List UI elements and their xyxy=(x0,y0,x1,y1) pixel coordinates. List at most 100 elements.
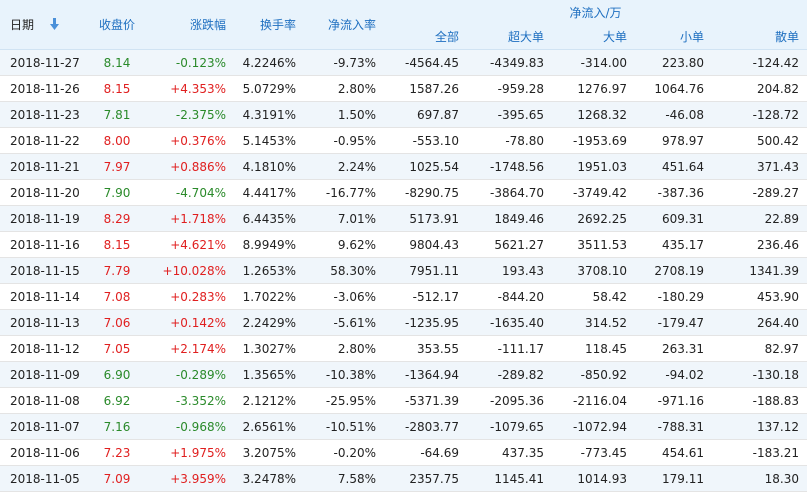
date-cell: 2018-11-07 xyxy=(0,413,88,440)
net-retail-cell: 1341.39 xyxy=(712,257,807,284)
table-row: 2018-11-13 7.06 +0.142% 2.2429% -5.61% -1235.… xyxy=(0,309,807,336)
net-small-cell: -387.36 xyxy=(635,179,712,206)
net-xl-cell: -111.17 xyxy=(467,335,552,362)
net-rate-cell: -5.61% xyxy=(304,309,384,336)
change-cell: -0.968% xyxy=(146,413,234,440)
turnover-cell: 5.1453% xyxy=(234,127,304,154)
net-large-cell: -314.00 xyxy=(552,49,635,76)
turnover-cell: 4.2246% xyxy=(234,49,304,76)
net-xl-cell: -1079.65 xyxy=(467,413,552,440)
header-turnover[interactable]: 换手率 xyxy=(234,0,304,50)
net-large-cell: -773.45 xyxy=(552,439,635,466)
net-large-cell: -1953.69 xyxy=(552,127,635,154)
table-row: 2018-11-14 7.08 +0.283% 1.7022% -3.06% -512.1… xyxy=(0,283,807,310)
change-cell: -4.704% xyxy=(146,179,234,206)
table-row: 2018-11-22 8.00 +0.376% 5.1453% -0.95% -553.1… xyxy=(0,127,807,154)
close-cell: 8.29 xyxy=(88,205,146,232)
header-change[interactable]: 涨跌幅 xyxy=(146,0,234,50)
net-retail-cell: 453.90 xyxy=(712,283,807,310)
header-date[interactable]: 日期 xyxy=(0,0,88,50)
net-rate-cell: -25.95% xyxy=(304,387,384,414)
date-cell: 2018-11-12 xyxy=(0,335,88,362)
change-cell: +4.621% xyxy=(146,231,234,258)
net-large-cell: -2116.04 xyxy=(552,387,635,414)
header-date-label: 日期 xyxy=(10,18,35,32)
net-all-cell: 7951.11 xyxy=(384,257,467,284)
net-large-cell: 118.45 xyxy=(552,335,635,362)
header-net-rate[interactable]: 净流入率 xyxy=(304,0,384,50)
header-net-group: 净流入/万 xyxy=(384,0,807,24)
header-close[interactable]: 收盘价 xyxy=(88,0,146,50)
header-all[interactable]: 全部 xyxy=(384,24,467,50)
date-cell: 2018-11-15 xyxy=(0,257,88,284)
net-large-cell: 58.42 xyxy=(552,283,635,310)
change-cell: -2.375% xyxy=(146,101,234,128)
net-retail-cell: 18.30 xyxy=(712,465,807,492)
close-cell: 6.92 xyxy=(88,387,146,414)
net-small-cell: -179.47 xyxy=(635,309,712,336)
header-large[interactable]: 大单 xyxy=(552,24,635,50)
net-xl-cell: -395.65 xyxy=(467,101,552,128)
net-rate-cell: -9.73% xyxy=(304,49,384,76)
header-close-label: 收盘价 xyxy=(98,18,135,32)
net-xl-cell: 1849.46 xyxy=(467,205,552,232)
net-retail-cell: 137.12 xyxy=(712,413,807,440)
net-all-cell: 697.87 xyxy=(384,101,467,128)
net-xl-cell: -959.28 xyxy=(467,75,552,102)
date-cell: 2018-11-21 xyxy=(0,153,88,180)
table-row: 2018-11-27 8.14 -0.123% 4.2246% -9.73% -4564.… xyxy=(0,49,807,76)
net-xl-cell: -2095.36 xyxy=(467,387,552,414)
table-row: 2018-11-26 8.15 +4.353% 5.0729% 2.80% 1587.26… xyxy=(0,75,807,102)
close-cell: 7.08 xyxy=(88,283,146,310)
sort-arrow-down-icon[interactable] xyxy=(49,18,59,33)
net-large-cell: 1951.03 xyxy=(552,153,635,180)
date-cell: 2018-11-27 xyxy=(0,49,88,76)
change-cell: -3.352% xyxy=(146,387,234,414)
net-retail-cell: -183.21 xyxy=(712,439,807,466)
change-cell: +3.959% xyxy=(146,465,234,492)
net-xl-cell: 1145.41 xyxy=(467,465,552,492)
date-cell: 2018-11-22 xyxy=(0,127,88,154)
net-rate-cell: -0.95% xyxy=(304,127,384,154)
header-xl[interactable]: 超大单 xyxy=(467,24,552,50)
date-cell: 2018-11-13 xyxy=(0,309,88,336)
close-cell: 8.15 xyxy=(88,75,146,102)
change-cell: +1.975% xyxy=(146,439,234,466)
net-small-cell: -46.08 xyxy=(635,101,712,128)
net-retail-cell: 204.82 xyxy=(712,75,807,102)
net-xl-cell: -4349.83 xyxy=(467,49,552,76)
change-cell: +0.886% xyxy=(146,153,234,180)
header-net-rate-label: 净流入率 xyxy=(327,18,376,32)
net-retail-cell: 500.42 xyxy=(712,127,807,154)
net-small-cell: 263.31 xyxy=(635,335,712,362)
turnover-cell: 3.2075% xyxy=(234,439,304,466)
net-rate-cell: 58.30% xyxy=(304,257,384,284)
change-cell: +1.718% xyxy=(146,205,234,232)
header-retail-label: 散单 xyxy=(774,30,799,44)
net-all-cell: -8290.75 xyxy=(384,179,467,206)
net-large-cell: -850.92 xyxy=(552,361,635,388)
header-net-group-label: 净流入/万 xyxy=(569,5,622,20)
net-large-cell: -3749.42 xyxy=(552,179,635,206)
net-rate-cell: 2.80% xyxy=(304,75,384,102)
net-all-cell: -512.17 xyxy=(384,283,467,310)
date-cell: 2018-11-06 xyxy=(0,439,88,466)
close-cell: 7.05 xyxy=(88,335,146,362)
net-all-cell: 1025.54 xyxy=(384,153,467,180)
header-retail[interactable]: 散单 xyxy=(712,24,807,50)
turnover-cell: 8.9949% xyxy=(234,231,304,258)
net-rate-cell: -10.51% xyxy=(304,413,384,440)
net-retail-cell: 82.97 xyxy=(712,335,807,362)
net-large-cell: 1014.93 xyxy=(552,465,635,492)
net-rate-cell: 9.62% xyxy=(304,231,384,258)
net-xl-cell: -844.20 xyxy=(467,283,552,310)
net-large-cell: 1276.97 xyxy=(552,75,635,102)
header-small[interactable]: 小单 xyxy=(635,24,712,50)
net-retail-cell: -130.18 xyxy=(712,361,807,388)
table-row: 2018-11-19 8.29 +1.718% 6.4435% 7.01% 5173.91… xyxy=(0,205,807,232)
net-large-cell: 3511.53 xyxy=(552,231,635,258)
change-cell: -0.123% xyxy=(146,49,234,76)
net-small-cell: 978.97 xyxy=(635,127,712,154)
net-large-cell: 1268.32 xyxy=(552,101,635,128)
header-xl-label: 超大单 xyxy=(507,30,544,44)
